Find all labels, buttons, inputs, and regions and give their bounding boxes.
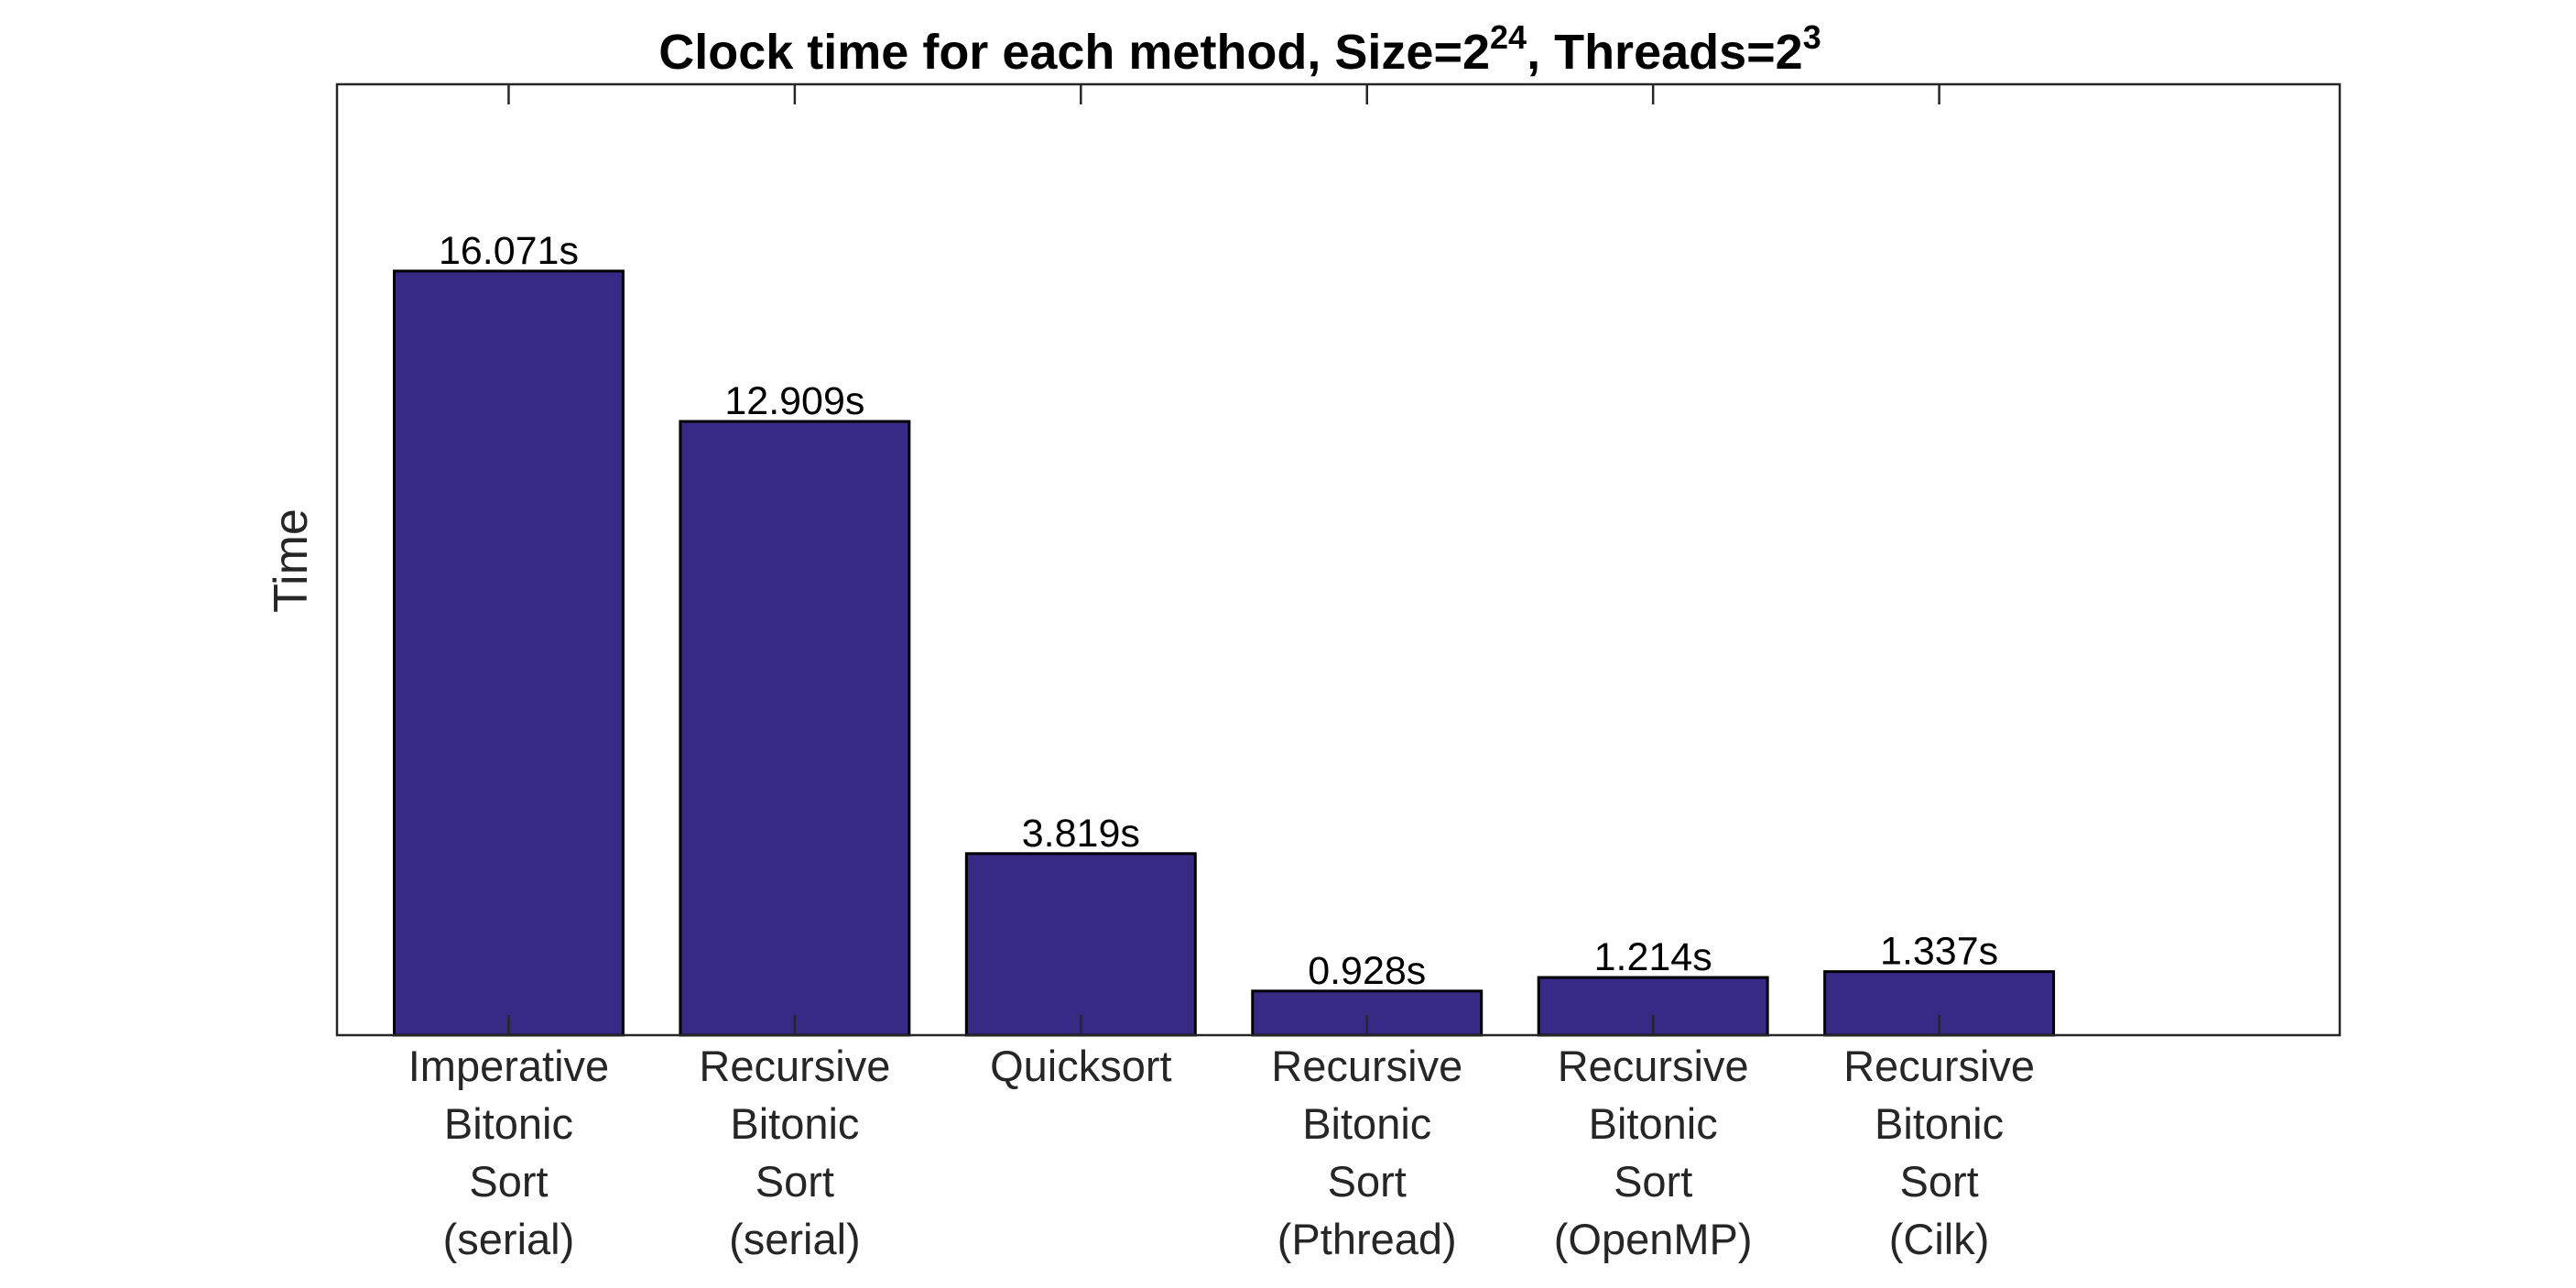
x-tick-label: Recursive Bitonic Sort (Pthread): [1271, 1042, 1462, 1263]
x-tick-label-line: Bitonic: [1589, 1099, 1718, 1148]
x-tick-label-line: Sort: [1899, 1157, 1978, 1206]
bar: [392, 269, 625, 1037]
x-tick-label-line: Quicksort: [990, 1042, 1172, 1090]
value-labels-group: 16.071s 12.909s 3.819s 0.928s 1.214s 1.337s: [439, 229, 1998, 993]
x-tick-label-line: Recursive: [699, 1042, 890, 1090]
x-tick-label-line: Imperative: [408, 1042, 609, 1090]
x-tick-label-line: Bitonic: [444, 1099, 573, 1148]
x-tick-label-line: Bitonic: [1302, 1099, 1431, 1148]
bar: [964, 852, 1197, 1037]
x-ticks-group: [507, 84, 1940, 1035]
x-tick-label-line: Sort: [755, 1157, 834, 1206]
x-tick-label-line: Recursive: [1843, 1042, 2035, 1090]
x-tick-label-line: Recursive: [1558, 1042, 1749, 1090]
bars-group: [392, 269, 2056, 1037]
bar-value-label: 16.071s: [439, 229, 579, 273]
x-tick-label: Recursive Bitonic Sort (serial): [699, 1042, 890, 1263]
axes-box: [335, 82, 2342, 1037]
title-lead: Clock time for each method, Size=2: [658, 25, 1490, 80]
x-tick-label: Recursive Bitonic Sort (Cilk): [1843, 1042, 2035, 1263]
x-tick-label-line: (serial): [729, 1215, 861, 1263]
x-tick-label: Recursive Bitonic Sort (OpenMP): [1554, 1042, 1753, 1263]
x-tick-label-line: Bitonic: [1875, 1099, 2004, 1148]
title-threads-exponent: 3: [1803, 18, 1821, 56]
y-axis-label: Time: [265, 508, 318, 613]
x-tick-label-line: (OpenMP): [1554, 1215, 1753, 1263]
bar-value-label: 1.214s: [1594, 935, 1712, 979]
x-tick-labels-group: Imperative Bitonic Sort (serial) Recursive Bi…: [408, 1042, 2035, 1263]
x-tick-label-line: Bitonic: [730, 1099, 859, 1148]
x-tick-label-line: (serial): [443, 1215, 575, 1263]
x-tick-label: Quicksort: [990, 1042, 1172, 1090]
x-tick-label-line: Sort: [1328, 1157, 1407, 1206]
x-tick-label: Imperative Bitonic Sort (serial): [408, 1042, 609, 1263]
x-tick-label-line: Sort: [1614, 1157, 1692, 1206]
bar-value-label: 3.819s: [1022, 812, 1140, 856]
title-mid: , Threads=2: [1527, 25, 1803, 80]
x-tick-label-line: (Pthread): [1277, 1215, 1457, 1263]
chart-title: Clock time for each method, Size=224, Th…: [658, 18, 1821, 80]
bar-value-label: 12.909s: [724, 379, 864, 423]
x-tick-label-line: Sort: [469, 1157, 548, 1206]
x-tick-label-line: Recursive: [1271, 1042, 1462, 1090]
bar: [679, 420, 911, 1037]
title-size-exponent: 24: [1490, 18, 1527, 56]
bar-value-label: 0.928s: [1308, 949, 1426, 993]
x-tick-label-line: (Cilk): [1889, 1215, 1990, 1263]
bar-value-label: 1.337s: [1880, 930, 1998, 974]
